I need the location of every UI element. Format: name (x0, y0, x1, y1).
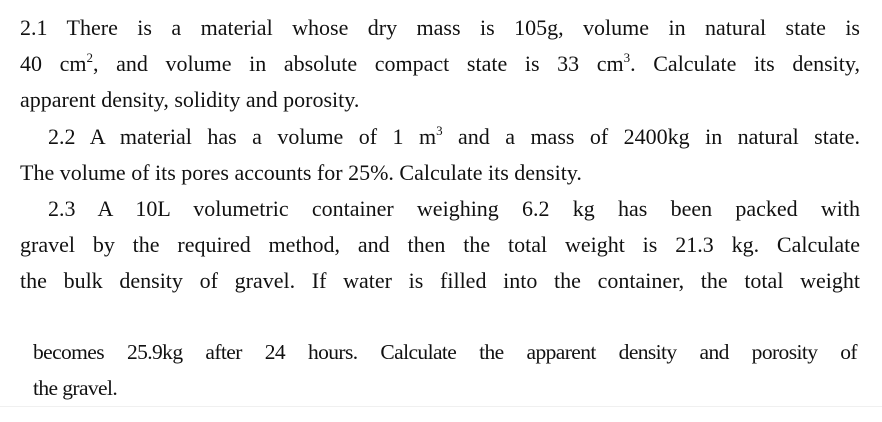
text-line: becomes 25.9kg after 24 hours. Calculate… (33, 340, 858, 364)
text-line: the gravel. (33, 376, 118, 400)
text-line: apparent density, solidity and porosity. (20, 87, 360, 112)
superscript: 3 (436, 123, 443, 138)
text-segment: 40 cm (20, 51, 87, 76)
text-segment: 2.2 A material has a volume of 1 m (48, 124, 437, 149)
text-line: 2.3 A 10L volumetric container weighing … (48, 196, 860, 221)
continued-text-block: becomes 25.9kg after 24 hours. Calculate… (0, 322, 882, 407)
text-line: 2.1 There is a material whose dry mass i… (20, 15, 860, 40)
text-line: 40 cm2, and volume in absolute compact s… (20, 49, 860, 79)
superscript: 2 (86, 50, 94, 65)
text-line: gravel by the required method, and then … (20, 232, 860, 257)
text-segment: , and volume in absolute compact state i… (93, 51, 624, 76)
superscript: 3 (623, 50, 631, 65)
text-segment: and a mass of 2400kg in natural state. (442, 124, 860, 149)
text-line: The volume of its pores accounts for 25%… (20, 160, 582, 185)
text-segment: . Calculate its density, (630, 51, 860, 76)
text-line: 2.2 A material has a volume of 1 m3 and … (48, 122, 860, 152)
text-line: the bulk density of gravel. If water is … (20, 268, 860, 293)
